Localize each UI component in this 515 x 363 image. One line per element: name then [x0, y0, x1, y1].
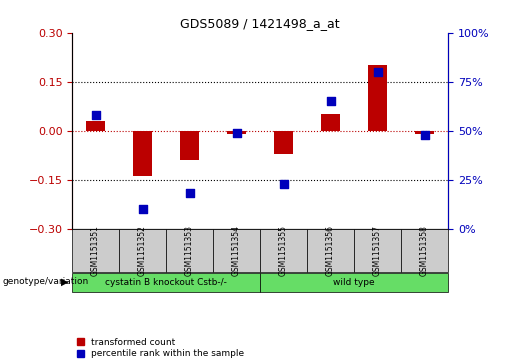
Legend: transformed count, percentile rank within the sample: transformed count, percentile rank withi…	[77, 338, 244, 359]
Bar	[72, 273, 260, 292]
Bar	[354, 229, 401, 272]
Bar	[321, 114, 340, 131]
Text: GSM1151353: GSM1151353	[185, 225, 194, 276]
Bar	[213, 229, 260, 272]
Point	[139, 206, 147, 212]
Text: GSM1151355: GSM1151355	[279, 225, 288, 276]
Bar	[133, 131, 152, 176]
Text: GSM1151358: GSM1151358	[420, 225, 429, 276]
Bar	[227, 131, 246, 134]
Title: GDS5089 / 1421498_a_at: GDS5089 / 1421498_a_at	[180, 17, 340, 30]
Bar	[86, 121, 105, 131]
Bar	[119, 229, 166, 272]
Bar	[401, 229, 448, 272]
Point	[92, 112, 100, 118]
Bar	[368, 65, 387, 131]
Text: GSM1151357: GSM1151357	[373, 225, 382, 276]
Bar	[166, 229, 213, 272]
Text: GSM1151356: GSM1151356	[326, 225, 335, 276]
Point	[232, 130, 241, 135]
Bar	[180, 131, 199, 160]
Text: wild type: wild type	[333, 278, 375, 287]
Text: cystatin B knockout Cstb-/-: cystatin B knockout Cstb-/-	[105, 278, 227, 287]
Text: GSM1151354: GSM1151354	[232, 225, 241, 276]
Point	[420, 132, 428, 138]
Bar	[72, 229, 119, 272]
Point	[280, 181, 288, 187]
Text: genotype/variation: genotype/variation	[3, 277, 89, 286]
Text: GSM1151352: GSM1151352	[138, 225, 147, 276]
Bar	[307, 229, 354, 272]
Text: GSM1151351: GSM1151351	[91, 225, 100, 276]
Point	[185, 191, 194, 196]
Text: ▶: ▶	[61, 276, 68, 286]
Point	[373, 69, 382, 75]
Point	[327, 98, 335, 104]
Bar	[415, 131, 434, 134]
Bar	[260, 229, 307, 272]
Bar	[274, 131, 293, 154]
Bar	[260, 273, 448, 292]
